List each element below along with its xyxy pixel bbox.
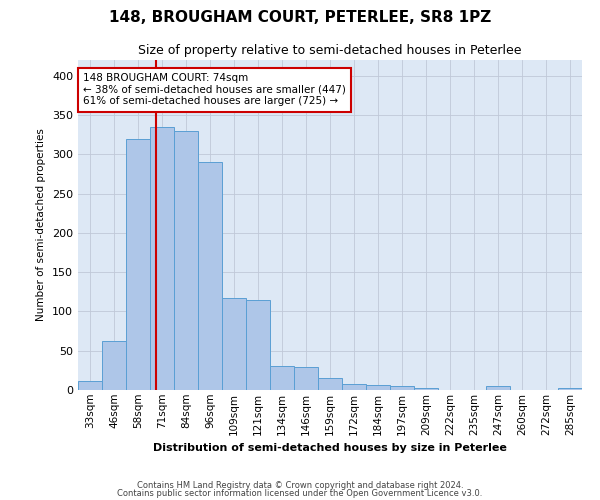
Text: Contains HM Land Registry data © Crown copyright and database right 2024.: Contains HM Land Registry data © Crown c… — [137, 481, 463, 490]
Text: 148 BROUGHAM COURT: 74sqm
← 38% of semi-detached houses are smaller (447)
61% of: 148 BROUGHAM COURT: 74sqm ← 38% of semi-… — [83, 73, 346, 106]
Bar — [126, 138, 150, 390]
Bar — [222, 298, 246, 390]
Bar — [342, 384, 366, 390]
Y-axis label: Number of semi-detached properties: Number of semi-detached properties — [37, 128, 46, 322]
Bar — [150, 127, 174, 390]
Text: 148, BROUGHAM COURT, PETERLEE, SR8 1PZ: 148, BROUGHAM COURT, PETERLEE, SR8 1PZ — [109, 10, 491, 25]
Bar — [198, 162, 222, 390]
Bar — [102, 342, 126, 390]
Bar — [558, 388, 582, 390]
Bar — [390, 386, 414, 390]
Bar — [246, 300, 270, 390]
Bar — [318, 378, 342, 390]
Bar — [414, 388, 438, 390]
Bar — [366, 384, 390, 390]
Bar — [174, 130, 198, 390]
Text: Contains public sector information licensed under the Open Government Licence v3: Contains public sector information licen… — [118, 488, 482, 498]
X-axis label: Distribution of semi-detached houses by size in Peterlee: Distribution of semi-detached houses by … — [153, 443, 507, 453]
Bar — [294, 367, 318, 390]
Title: Size of property relative to semi-detached houses in Peterlee: Size of property relative to semi-detach… — [138, 44, 522, 58]
Bar — [78, 380, 102, 390]
Bar — [270, 366, 294, 390]
Bar — [486, 386, 510, 390]
